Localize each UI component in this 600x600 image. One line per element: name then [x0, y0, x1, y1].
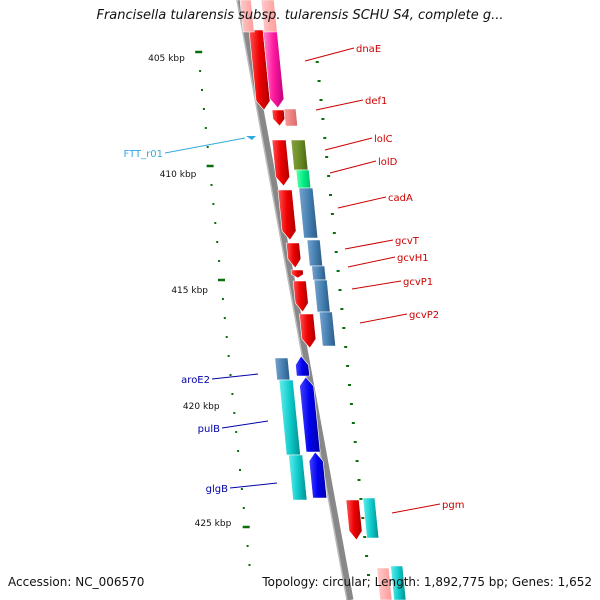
gene-block[interactable]	[288, 454, 308, 501]
feature-label[interactable]: cadA	[388, 193, 413, 204]
label-leader-line	[344, 239, 394, 250]
scale-label: 405 kbp	[148, 54, 185, 64]
label-leader-line	[347, 256, 396, 268]
gene-block[interactable]	[306, 239, 323, 267]
gene-block[interactable]	[292, 280, 309, 313]
gene-block[interactable]	[277, 189, 297, 241]
gene-block[interactable]	[295, 169, 312, 189]
gene-block[interactable]	[345, 499, 363, 541]
feature-label[interactable]: lolD	[378, 157, 398, 168]
feature-label[interactable]: gcvP1	[403, 277, 433, 288]
map-title: Francisella tularensis subsp. tularensis…	[96, 8, 504, 23]
label-leader-line	[315, 99, 364, 111]
gene-block[interactable]	[295, 355, 310, 377]
label-leader-line	[211, 373, 259, 380]
label-leader-line	[304, 47, 355, 62]
feature-label[interactable]: gcvH1	[397, 253, 429, 264]
scale-label: 425 kbp	[195, 519, 232, 529]
feature-label[interactable]: dnaE	[356, 44, 381, 55]
gene-block[interactable]	[376, 567, 393, 600]
gene-block[interactable]	[285, 242, 302, 269]
feature-label[interactable]: FTT_r01	[124, 149, 163, 160]
feature-label[interactable]: aroE2	[181, 375, 210, 386]
accession-text: Accession: NC_006570	[8, 575, 145, 589]
label-leader-line	[324, 137, 373, 151]
label-leader-line	[221, 420, 269, 429]
genome-summary-text: Topology: circular; Length: 1,892,775 bp…	[262, 575, 592, 589]
gene-block[interactable]	[260, 0, 278, 33]
gene-block[interactable]	[362, 497, 380, 539]
gene-block[interactable]	[390, 565, 407, 600]
label-leader-line	[337, 196, 387, 209]
label-leader-line	[359, 313, 408, 324]
gene-block[interactable]	[311, 265, 327, 281]
label-leader-line	[229, 482, 278, 489]
gene-block[interactable]	[313, 279, 331, 313]
gene-block[interactable]	[290, 269, 304, 279]
gene-block[interactable]	[308, 451, 328, 499]
gene-block[interactable]	[299, 313, 317, 349]
feature-label[interactable]: gcvT	[395, 236, 420, 247]
rna-marker[interactable]	[246, 136, 256, 140]
label-leader-line	[164, 137, 246, 154]
feature-label[interactable]: gcvP2	[409, 310, 439, 321]
feature-label[interactable]: pgm	[442, 500, 464, 511]
feature-label[interactable]: pulB	[198, 424, 220, 435]
label-leader-line	[351, 280, 402, 290]
scale-label: 410 kbp	[160, 170, 197, 180]
gene-block[interactable]	[274, 357, 291, 381]
gene-block[interactable]	[299, 376, 321, 453]
gene-block[interactable]	[271, 139, 291, 187]
scale-label: 420 kbp	[183, 402, 220, 412]
feature-label[interactable]: lolC	[374, 134, 393, 145]
label-leader-line	[391, 503, 441, 514]
gene-block[interactable]	[298, 187, 319, 239]
gene-block[interactable]	[278, 379, 301, 456]
gene-block[interactable]	[271, 109, 286, 127]
gene-block[interactable]	[318, 311, 336, 347]
gene-block[interactable]	[283, 108, 298, 127]
gene-block[interactable]	[239, 0, 255, 33]
scale-label: 415 kbp	[171, 286, 208, 296]
feature-label[interactable]: glgB	[206, 484, 228, 495]
gene-block[interactable]	[290, 139, 309, 171]
label-leader-line	[329, 160, 377, 174]
feature-label[interactable]: def1	[365, 96, 387, 107]
